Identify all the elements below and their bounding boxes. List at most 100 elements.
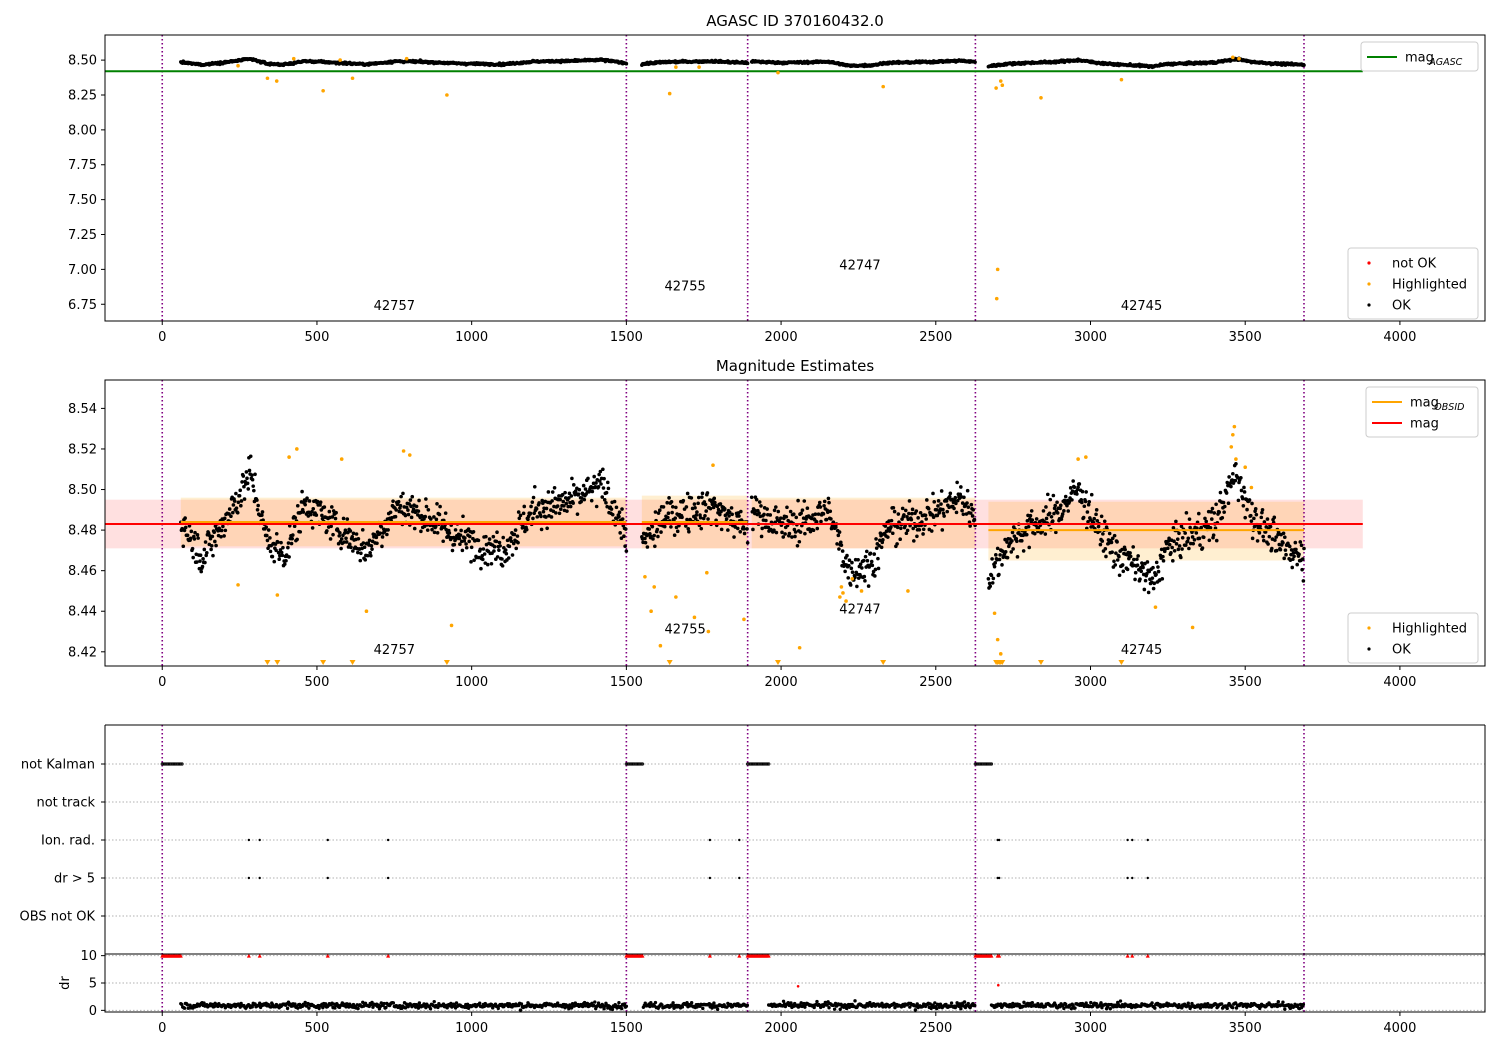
ok-point: [535, 515, 540, 519]
ok-point: [1021, 549, 1026, 553]
ok-dr-point: [518, 1008, 523, 1012]
ok-point: [652, 533, 657, 538]
ok-point: [506, 556, 511, 560]
offscale-marker: [320, 660, 327, 665]
ok-point: [214, 543, 218, 548]
highlighted-point: [1231, 55, 1235, 60]
ok-point: [651, 537, 655, 541]
ok-point: [195, 533, 200, 537]
ok-point: [910, 507, 915, 512]
ok-point: [330, 505, 334, 509]
x-tick-label: 1000: [455, 330, 488, 345]
ok-point: [1107, 531, 1112, 536]
ok-point: [597, 472, 601, 477]
flag-point: [738, 876, 741, 880]
ok-point: [295, 503, 300, 508]
ok-point: [1080, 500, 1084, 505]
obsid-label: 42757: [374, 299, 415, 314]
ok-point: [235, 510, 240, 515]
ok-point: [1196, 511, 1201, 516]
ok-point: [934, 507, 939, 512]
ok-point: [270, 554, 275, 559]
ok-point: [1274, 535, 1278, 539]
ok-point: [1058, 503, 1063, 508]
ok-point: [279, 550, 284, 555]
ok-point: [509, 539, 514, 543]
flag-point: [998, 838, 1001, 842]
ok-point: [1128, 551, 1132, 555]
ok-point: [990, 581, 995, 585]
ok-point: [1156, 565, 1160, 569]
ok-point: [1241, 503, 1246, 508]
plot-area: [105, 725, 1485, 954]
ok-point: [1011, 547, 1015, 551]
highlighted-point: [265, 76, 270, 81]
ok-point: [345, 517, 350, 521]
ok-dr-point: [653, 1000, 658, 1005]
ok-dr-point: [1281, 1000, 1285, 1004]
ok-point: [855, 584, 859, 589]
ok-point: [354, 532, 359, 536]
ok-point: [900, 506, 905, 511]
ok-dr-point: [1118, 999, 1123, 1003]
highlighted-point: [1119, 77, 1124, 82]
ok-point: [1265, 517, 1270, 521]
ok-dr-point: [966, 1001, 970, 1006]
highlighted-point: [1232, 424, 1237, 429]
ok-point: [221, 524, 225, 529]
ok-point: [1138, 577, 1142, 581]
ok-point: [1209, 517, 1214, 521]
ok-point: [781, 535, 786, 539]
ok-point: [239, 503, 243, 508]
ok-point: [618, 531, 622, 535]
ok-point: [453, 528, 458, 532]
legend-dot-swatch: [1367, 303, 1371, 307]
ok-point: [774, 505, 778, 509]
ok-point: [966, 505, 971, 509]
highlighted-point: [667, 91, 672, 96]
ok-point: [219, 535, 223, 539]
ok-point: [826, 496, 831, 501]
ok-point: [884, 529, 889, 534]
highlighted-point: [1153, 605, 1158, 609]
ok-point: [1270, 546, 1274, 551]
ok-point: [895, 542, 899, 546]
ok-point: [954, 510, 959, 515]
ok-dr-point: [868, 1000, 872, 1005]
ok-point: [800, 508, 805, 512]
ok-point: [772, 528, 776, 532]
ok-point: [1077, 482, 1082, 486]
flag-point: [247, 838, 251, 842]
flag-point: [326, 838, 329, 842]
ok-point: [1142, 587, 1147, 592]
flag-point: [180, 762, 184, 766]
ok-point: [393, 514, 398, 519]
ok-point: [459, 528, 463, 533]
ok-point: [1055, 511, 1060, 515]
ok-point: [1209, 510, 1213, 514]
ok-point: [571, 483, 576, 487]
ok-point: [238, 488, 243, 493]
ok-point: [1284, 552, 1288, 557]
ok-point: [188, 536, 193, 541]
ok-point: [675, 529, 680, 534]
ok-point: [1110, 536, 1115, 541]
ok-point: [589, 498, 594, 503]
ok-point: [498, 544, 502, 548]
ok-point: [416, 509, 421, 513]
ok-point: [1065, 503, 1069, 508]
ok-point: [870, 563, 875, 568]
ok-point: [931, 515, 936, 520]
ok-point: [849, 566, 854, 571]
ok-point: [997, 557, 1002, 562]
ok-point: [516, 510, 521, 514]
ok-point: [1005, 555, 1010, 560]
ok-point: [549, 515, 554, 519]
ok-dr-point: [1084, 1001, 1088, 1005]
flag-row-label: not track: [36, 796, 95, 811]
highlighted-point: [995, 637, 1000, 642]
ok-point: [362, 545, 367, 549]
ok-point: [466, 527, 471, 531]
ok-point: [314, 513, 319, 517]
